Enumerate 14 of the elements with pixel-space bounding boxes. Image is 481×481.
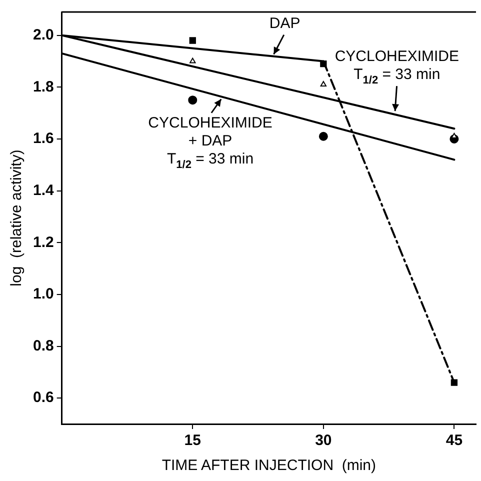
x-axis-title: TIME AFTER INJECTION (min) [162, 457, 376, 474]
y-tick-label: 1.4 [32, 182, 54, 199]
y-tick-label: 0.6 [32, 389, 54, 406]
y-tick-label: 2.0 [32, 26, 54, 44]
y-tick-label: 1.2 [32, 234, 54, 251]
y-axis-title: log (relative activity) [8, 150, 26, 286]
y-tick-label: 1.0 [32, 286, 54, 303]
x-tick-label: 15 [184, 432, 201, 450]
y-tick-label: 1.8 [32, 78, 54, 96]
y-tick-label: 1.6 [32, 130, 54, 148]
annotation: DAP [269, 15, 300, 32]
y-tick-label: 0.8 [32, 337, 54, 354]
x-tick-label: 45 [446, 432, 463, 450]
x-tick-label: 30 [315, 432, 332, 450]
